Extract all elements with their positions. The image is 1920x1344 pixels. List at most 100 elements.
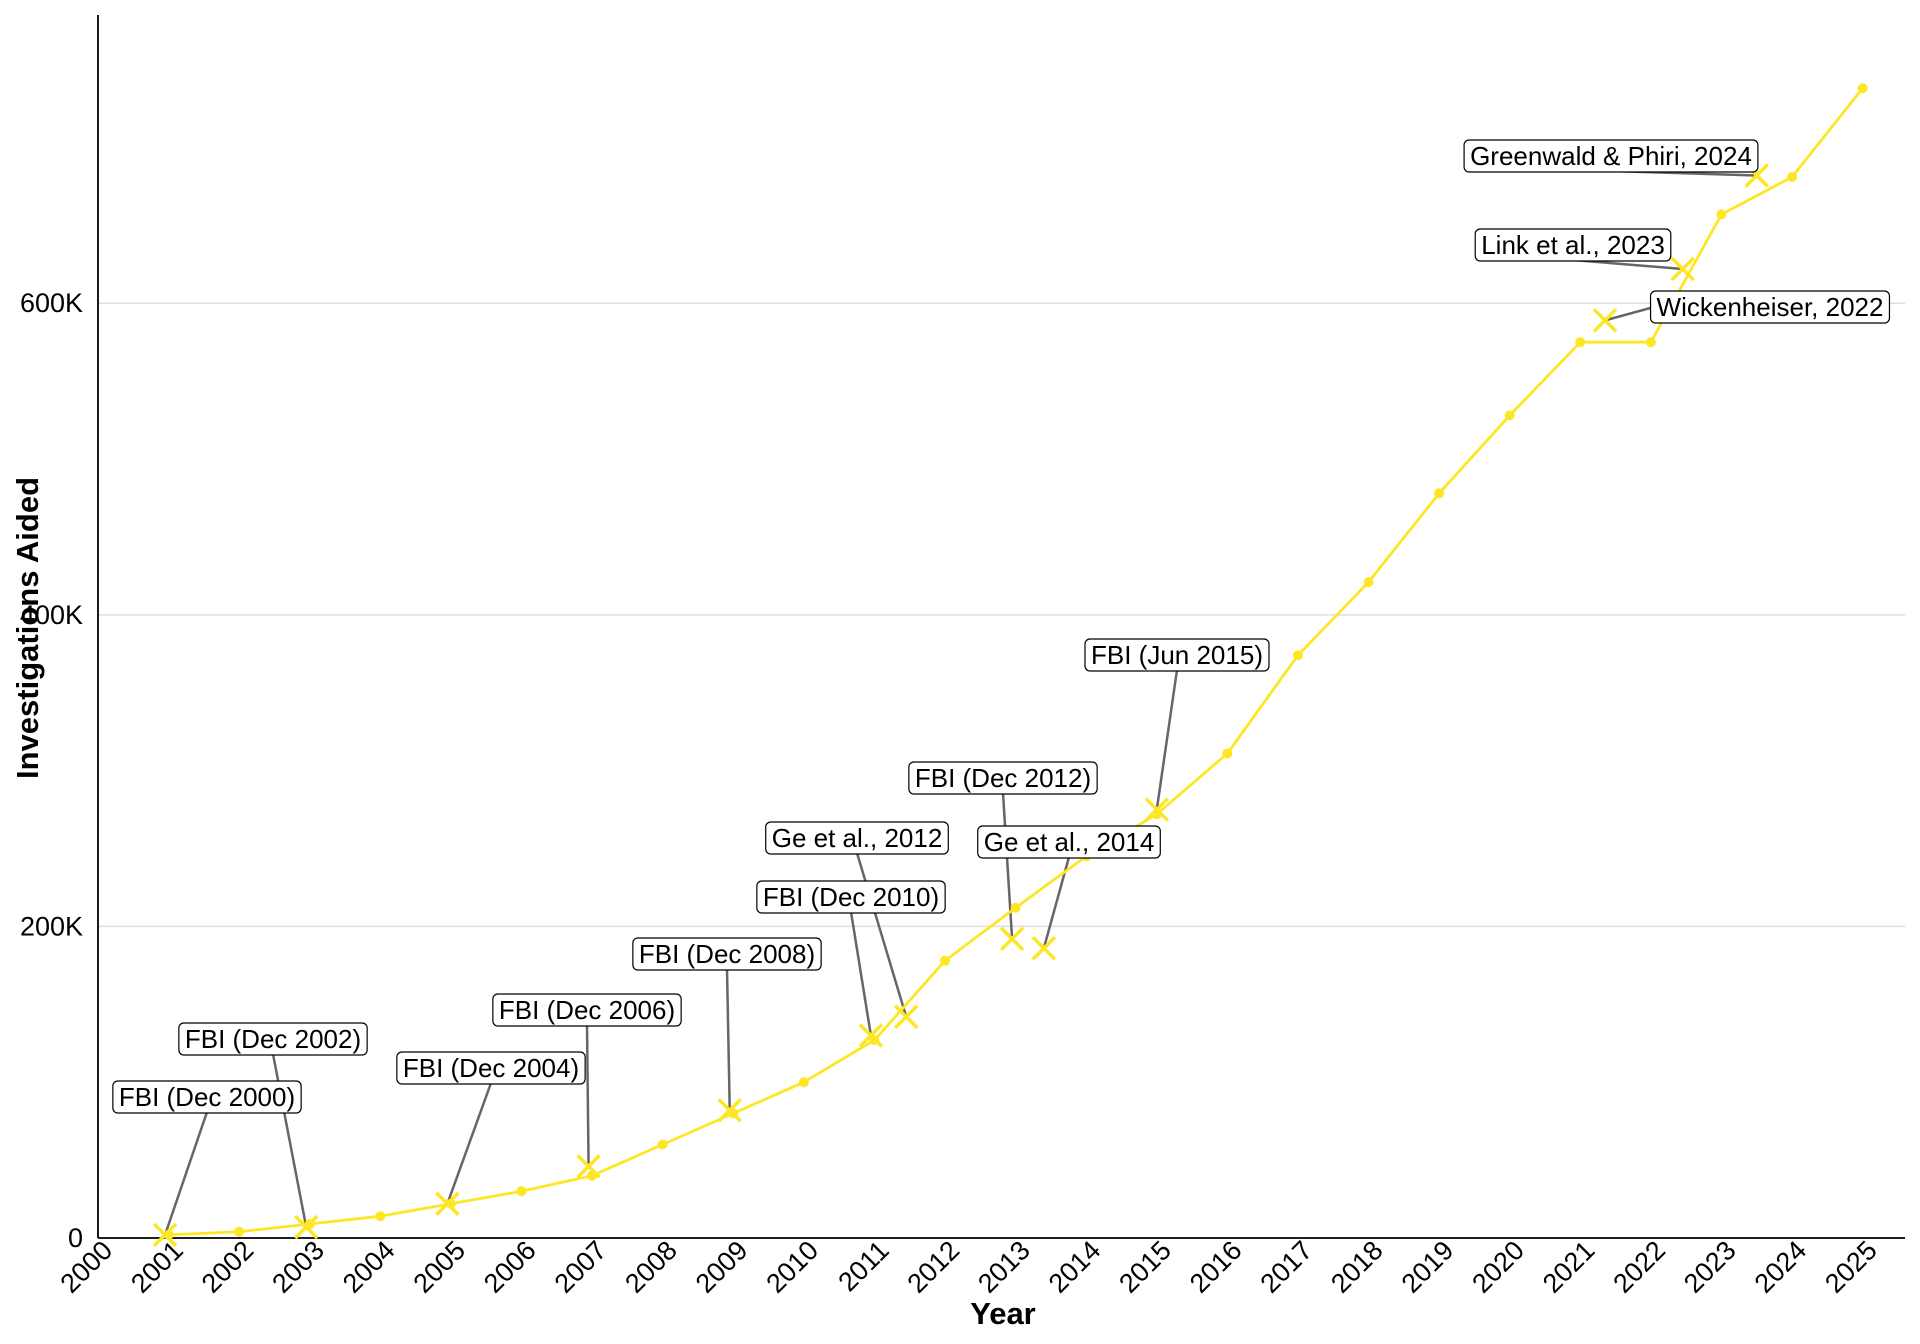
- data-point: [1787, 172, 1798, 183]
- x-tick-label: 2011: [832, 1235, 894, 1297]
- x-tick-label: 2000: [55, 1235, 119, 1299]
- data-point: [1504, 410, 1515, 421]
- x-tick-label: 2024: [1749, 1235, 1813, 1299]
- annotation-text: FBI (Dec 2002): [185, 1024, 361, 1054]
- annotation-leaders: [163, 169, 1757, 1236]
- annotation-leader: [1001, 792, 1014, 939]
- annotation-text: FBI (Dec 2004): [403, 1053, 579, 1083]
- annotation-leader: [446, 1082, 493, 1205]
- x-tick-label: 2004: [337, 1235, 401, 1299]
- data-point: [375, 1211, 386, 1222]
- x-tick-label: 2025: [1819, 1235, 1883, 1299]
- annotation-cross-marker: [858, 1023, 884, 1048]
- x-tick-label: 2020: [1466, 1235, 1530, 1299]
- annotation-cross-marker: [293, 1214, 319, 1240]
- y-axis-title: Investigations Aided: [10, 477, 45, 779]
- data-point: [1292, 650, 1303, 661]
- data-point: [940, 955, 951, 966]
- annotation-cross-marker: [999, 926, 1025, 952]
- annotation-text: Ge et al., 2012: [772, 823, 943, 853]
- annotation-label: FBI (Dec 2008): [632, 937, 822, 971]
- annotation-text: Wickenheiser, 2022: [1657, 292, 1884, 322]
- x-tick-label: 2015: [1113, 1235, 1177, 1299]
- data-point: [1857, 83, 1868, 94]
- annotation-cross-marker: [717, 1098, 742, 1123]
- annotation-label: Greenwald & Phiri, 2024: [1463, 139, 1759, 173]
- annotation-box: [1463, 139, 1759, 173]
- annotation-box: [112, 1080, 302, 1114]
- annotation-cross-marker: [1031, 935, 1057, 961]
- y-tick-label: 600K: [20, 288, 83, 318]
- data-point: [1363, 577, 1374, 588]
- x-axis-ticks: 2000 2001 2002 2003 2004 2005 2006 2007 2008 2009…: [55, 1235, 1883, 1299]
- annotation-leader: [1604, 305, 1655, 322]
- y-axis-ticks: 0 200K 400K 600K: [20, 288, 83, 1253]
- y-tick-label: 200K: [20, 911, 83, 941]
- annotation-cross-marker: [152, 1222, 178, 1248]
- x-tick-label: 2005: [407, 1235, 471, 1299]
- x-tick-label: 2014: [1043, 1235, 1107, 1299]
- annotation-label: Link et al., 2023: [1474, 228, 1672, 262]
- annotation-label: FBI (Dec 2002): [178, 1022, 368, 1056]
- annotation-text: FBI (Dec 2012): [915, 763, 1091, 793]
- x-tick-label: 2002: [196, 1235, 260, 1299]
- annotation-cross-marker: [1670, 256, 1695, 282]
- annotation-cross-marker: [1592, 308, 1618, 333]
- annotation-text: Link et al., 2023: [1481, 230, 1665, 260]
- annotation-labels: FBI (Dec 2000) FBI (Dec 2002) FBI (Dec 200…: [112, 139, 1891, 1114]
- x-tick-label: 2007: [549, 1235, 613, 1299]
- annotation-text: FBI (Jun 2015): [1091, 640, 1263, 670]
- y-tick-label: 0: [68, 1223, 83, 1253]
- annotation-label: FBI (Dec 2000): [112, 1080, 302, 1114]
- annotation-cross-marker: [576, 1154, 601, 1179]
- x-tick-label: 2009: [690, 1235, 754, 1299]
- annotation-label: FBI (Jun 2015): [1084, 638, 1270, 672]
- annotation-cross-marker: [1744, 163, 1770, 188]
- annotation-cross-marker: [1144, 797, 1170, 822]
- annotation-box: [1474, 228, 1672, 262]
- data-point: [1222, 748, 1233, 759]
- annotation-text: Ge et al., 2014: [984, 827, 1155, 857]
- annotation-text: FBI (Dec 2006): [499, 995, 675, 1025]
- annotation-leader: [725, 968, 731, 1111]
- x-tick-label: 2006: [478, 1235, 542, 1299]
- annotation-leader: [163, 1111, 209, 1236]
- annotation-label: Ge et al., 2012: [765, 821, 949, 855]
- x-tick-label: 2013: [972, 1235, 1036, 1299]
- annotation-box: [1084, 638, 1270, 672]
- annotation-box: [632, 937, 822, 971]
- annotation-label: FBI (Dec 2004): [396, 1051, 586, 1085]
- annotation-leader: [849, 911, 873, 1036]
- annotation-markers: [152, 163, 1770, 1248]
- x-tick-label: 2017: [1255, 1235, 1319, 1299]
- data-point: [657, 1139, 668, 1150]
- annotation-box: [756, 880, 946, 914]
- x-tick-label: 2008: [619, 1235, 683, 1299]
- data-points: [163, 83, 1868, 1240]
- data-point: [1010, 902, 1021, 913]
- annotation-leader: [271, 1053, 308, 1228]
- annotation-box: [908, 761, 1098, 795]
- annotation-text: FBI (Dec 2010): [763, 882, 939, 912]
- annotation-box: [977, 825, 1161, 859]
- annotation-label: Ge et al., 2014: [977, 825, 1161, 859]
- annotation-label: Wickenheiser, 2022: [1649, 290, 1891, 324]
- x-tick-label: 2023: [1678, 1235, 1742, 1299]
- annotation-leader: [585, 1024, 590, 1167]
- data-point: [1645, 337, 1656, 348]
- data-point: [798, 1077, 809, 1088]
- data-point: [1575, 337, 1586, 348]
- annotation-cross-marker: [893, 1004, 919, 1030]
- annotation-text: Greenwald & Phiri, 2024: [1470, 141, 1752, 171]
- x-tick-label: 2018: [1325, 1235, 1389, 1299]
- x-tick-label: 2016: [1184, 1235, 1248, 1299]
- x-tick-label: 2012: [902, 1235, 966, 1299]
- annotation-box: [765, 821, 949, 855]
- annotation-text: FBI (Dec 2000): [119, 1082, 295, 1112]
- data-point: [1716, 209, 1727, 220]
- annotation-box: [1649, 290, 1891, 324]
- x-tick-label: 2019: [1396, 1235, 1460, 1299]
- grid-lines: [98, 302, 1905, 928]
- x-tick-label: 2022: [1607, 1235, 1671, 1299]
- x-tick-label: 2010: [760, 1235, 824, 1299]
